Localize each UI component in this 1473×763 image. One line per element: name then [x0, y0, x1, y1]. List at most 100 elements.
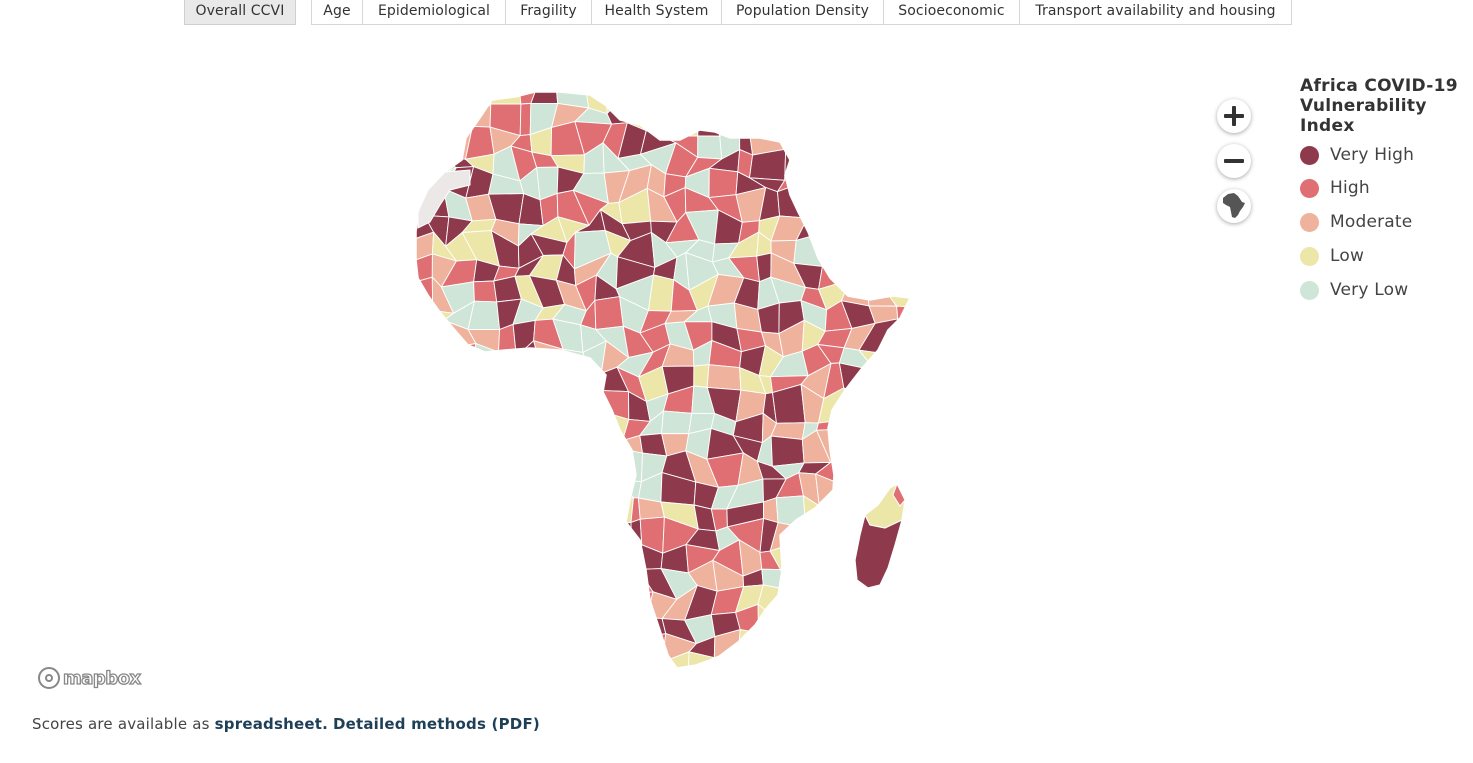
admin-region[interactable]	[864, 590, 895, 613]
admin-region[interactable]	[838, 428, 867, 458]
admin-region[interactable]	[405, 563, 431, 600]
admin-region[interactable]	[557, 373, 591, 401]
admin-region[interactable]	[405, 539, 431, 566]
admin-region[interactable]	[578, 639, 605, 666]
tab-epidemiological[interactable]: Epidemiological	[362, 0, 506, 25]
tab-age[interactable]: Age	[311, 0, 363, 25]
admin-region[interactable]	[829, 151, 851, 176]
admin-region[interactable]	[519, 102, 532, 137]
admin-region[interactable]	[798, 105, 828, 130]
admin-region[interactable]	[747, 654, 786, 679]
admin-region[interactable]	[799, 604, 829, 642]
admin-region[interactable]	[884, 344, 917, 376]
admin-region[interactable]	[826, 637, 846, 665]
admin-region[interactable]	[559, 493, 588, 521]
admin-region[interactable]	[795, 123, 831, 153]
admin-region[interactable]	[661, 410, 693, 435]
admin-region[interactable]	[439, 477, 481, 506]
admin-region[interactable]	[732, 90, 762, 116]
admin-region[interactable]	[911, 626, 930, 659]
admin-region[interactable]	[467, 610, 500, 644]
admin-region[interactable]	[617, 480, 643, 499]
admin-region[interactable]	[513, 372, 546, 403]
admin-region[interactable]	[528, 567, 561, 596]
admin-region[interactable]	[756, 252, 772, 283]
admin-region[interactable]	[662, 98, 699, 137]
admin-region[interactable]	[433, 628, 446, 660]
admin-region[interactable]	[893, 90, 913, 110]
admin-region[interactable]	[817, 212, 849, 242]
admin-region[interactable]	[864, 211, 897, 235]
admin-region[interactable]	[836, 475, 876, 505]
admin-region[interactable]	[887, 384, 917, 415]
admin-region[interactable]	[911, 414, 930, 438]
admin-region[interactable]	[528, 439, 561, 468]
admin-region[interactable]	[405, 454, 434, 488]
admin-region[interactable]	[418, 538, 458, 566]
admin-region[interactable]	[779, 568, 805, 591]
admin-region[interactable]	[870, 165, 889, 202]
admin-region[interactable]	[528, 584, 561, 619]
admin-region[interactable]	[841, 147, 872, 181]
admin-region[interactable]	[582, 540, 607, 574]
admin-region[interactable]	[556, 546, 584, 577]
admin-region[interactable]	[512, 605, 538, 632]
admin-region[interactable]	[512, 461, 536, 487]
admin-region[interactable]	[870, 627, 888, 664]
admin-region[interactable]	[813, 516, 845, 557]
admin-region[interactable]	[798, 515, 833, 543]
admin-region[interactable]	[511, 629, 539, 658]
admin-region[interactable]	[468, 532, 501, 554]
admin-region[interactable]	[873, 105, 896, 137]
admin-region[interactable]	[902, 345, 930, 377]
tab-socioeconomic[interactable]: Socioeconomic	[883, 0, 1020, 25]
admin-region[interactable]	[439, 453, 480, 485]
admin-region[interactable]	[405, 157, 430, 183]
admin-region[interactable]	[903, 589, 930, 619]
admin-region[interactable]	[574, 389, 599, 419]
admin-region[interactable]	[405, 629, 436, 659]
admin-region[interactable]	[594, 296, 624, 330]
admin-region[interactable]	[421, 504, 451, 528]
admin-region[interactable]	[571, 459, 607, 482]
admin-region[interactable]	[799, 582, 824, 618]
admin-region[interactable]	[439, 417, 477, 439]
admin-region[interactable]	[405, 106, 436, 133]
admin-region[interactable]	[631, 543, 643, 574]
admin-region[interactable]	[790, 163, 832, 189]
admin-region[interactable]	[451, 107, 479, 127]
admin-region[interactable]	[770, 435, 805, 467]
admin-region[interactable]	[405, 320, 432, 357]
admin-region[interactable]	[531, 613, 565, 639]
admin-region[interactable]	[445, 562, 471, 593]
admin-region[interactable]	[596, 389, 630, 421]
admin-region[interactable]	[594, 565, 633, 599]
admin-region[interactable]	[777, 582, 802, 621]
admin-region[interactable]	[872, 607, 888, 640]
admin-region[interactable]	[466, 390, 499, 419]
admin-region[interactable]	[510, 543, 544, 569]
methods-pdf-link[interactable]: Detailed methods (PDF)	[332, 715, 540, 733]
admin-region[interactable]	[468, 437, 486, 455]
admin-region[interactable]	[491, 502, 523, 534]
admin-region[interactable]	[432, 477, 451, 508]
admin-region[interactable]	[442, 641, 474, 660]
admin-region[interactable]	[902, 165, 930, 201]
admin-region[interactable]	[836, 611, 876, 639]
admin-region[interactable]	[901, 652, 930, 679]
admin-region[interactable]	[582, 519, 606, 552]
admin-region[interactable]	[507, 386, 546, 416]
admin-region[interactable]	[554, 614, 581, 641]
admin-region[interactable]	[903, 322, 930, 352]
admin-region[interactable]	[419, 524, 449, 556]
admin-region[interactable]	[405, 310, 434, 331]
admin-region[interactable]	[903, 539, 930, 571]
admin-region[interactable]	[707, 90, 739, 116]
admin-region[interactable]	[440, 368, 471, 392]
admin-region[interactable]	[492, 371, 518, 397]
admin-region[interactable]	[427, 319, 445, 351]
admin-region[interactable]	[618, 662, 643, 679]
admin-region[interactable]	[884, 268, 918, 291]
admin-region[interactable]	[865, 258, 892, 291]
admin-region[interactable]	[836, 637, 874, 664]
